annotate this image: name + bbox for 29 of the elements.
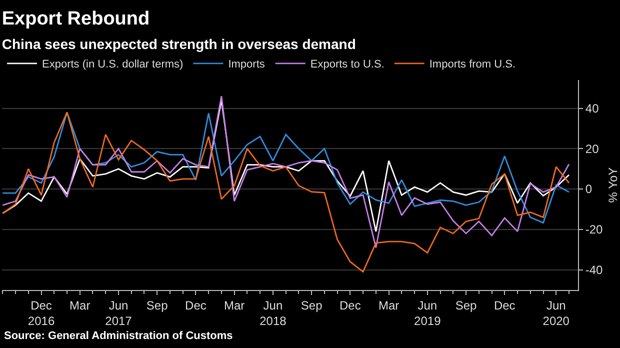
line-series — [2, 112, 570, 273]
legend-label: Exports to U.S. — [310, 58, 384, 71]
x-tick-label: Sep — [300, 298, 323, 312]
chart-title: Export Rebound — [2, 8, 150, 30]
legend-label: Exports (in U.S. dollar terms) — [42, 58, 184, 71]
y-axis-title: % YoY — [606, 167, 620, 203]
chart-subtitle: China sees unexpected strength in overseas demand — [2, 36, 356, 52]
x-tick-label: Dec — [340, 298, 361, 312]
x-tick-label: Jun 2020 — [542, 298, 570, 328]
x-tick-label: Dec — [185, 298, 206, 312]
legend-label: Imports — [228, 58, 266, 71]
x-tick-label: Jun 2018 — [260, 298, 287, 328]
x-tick-label: Dec — [494, 298, 516, 312]
source-note: Source: General Administration of Customs — [4, 330, 233, 342]
y-tick-label: -40 — [585, 263, 604, 278]
x-tick-label: Mar — [378, 298, 400, 312]
legend-label: Imports from U.S. — [429, 58, 516, 71]
x-tick-label: Sep — [455, 298, 478, 312]
x-tick-label: Mar — [70, 298, 90, 312]
y-tick-label: -20 — [585, 222, 604, 237]
x-tick-label: Mar — [224, 298, 245, 312]
x-tick-label: Jun 2017 — [105, 298, 132, 328]
y-tick-label: 0 — [585, 182, 592, 196]
x-tick-label: Sep — [146, 298, 168, 312]
y-tick-label: 40 — [585, 101, 600, 116]
line-series — [2, 112, 570, 224]
x-tick-label: Jun 2019 — [414, 298, 442, 328]
y-tick-label: 20 — [585, 142, 600, 156]
x-tick-label: Dec 2016 — [28, 298, 55, 328]
